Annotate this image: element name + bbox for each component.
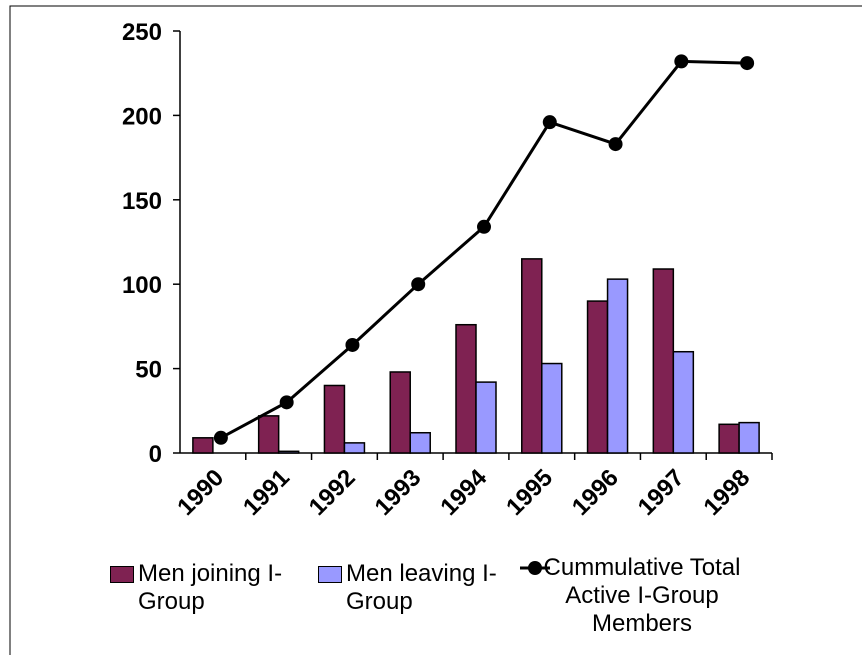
bar bbox=[738, 421, 760, 454]
legend-swatch bbox=[318, 566, 342, 583]
x-tick-label: 1991 bbox=[238, 464, 295, 521]
bar bbox=[277, 450, 300, 454]
y-tick-label: 50 bbox=[135, 357, 162, 384]
x-tick-label: 1997 bbox=[633, 464, 690, 521]
bar bbox=[389, 371, 411, 454]
bar bbox=[409, 431, 431, 454]
x-tick-label: 1994 bbox=[435, 464, 492, 521]
legend-item: Men joining I-Group bbox=[110, 560, 300, 616]
bar bbox=[323, 384, 346, 454]
bar bbox=[192, 437, 214, 454]
frame bbox=[9, 5, 862, 655]
bar bbox=[586, 300, 609, 454]
x-tick-label: 1990 bbox=[172, 464, 229, 521]
y-tick-label: 0 bbox=[149, 441, 162, 468]
point bbox=[345, 337, 360, 352]
bar bbox=[343, 442, 366, 454]
point bbox=[608, 137, 623, 152]
bar bbox=[521, 258, 543, 454]
legend-label: Cummulative Total Active I-Group Members bbox=[543, 554, 741, 637]
legend-swatch bbox=[110, 566, 134, 583]
bar bbox=[652, 268, 675, 454]
bar bbox=[257, 415, 280, 454]
x-tick-label: 1996 bbox=[567, 464, 624, 521]
bar bbox=[455, 323, 477, 454]
legend-label: Men joining I-Group bbox=[138, 560, 283, 615]
point bbox=[411, 277, 426, 292]
bar bbox=[606, 278, 629, 454]
bar bbox=[541, 362, 563, 454]
legend-item: Cummulative Total Active I-Group Members bbox=[520, 554, 760, 638]
y-tick-label: 200 bbox=[122, 103, 162, 130]
point bbox=[213, 430, 228, 445]
x-tick-label: 1992 bbox=[304, 464, 361, 521]
point bbox=[740, 56, 755, 71]
point bbox=[542, 115, 557, 130]
y-tick-label: 150 bbox=[122, 188, 162, 215]
y-tick-label: 100 bbox=[122, 272, 162, 299]
point bbox=[279, 395, 294, 410]
x-tick-label: 1998 bbox=[699, 464, 756, 521]
bar bbox=[672, 350, 695, 454]
y-tick-label: 250 bbox=[122, 19, 162, 46]
bar bbox=[718, 423, 740, 454]
bar bbox=[475, 381, 497, 454]
point bbox=[477, 219, 491, 234]
legend-label: Men leaving I-Group bbox=[346, 560, 497, 615]
x-tick-label: 1993 bbox=[370, 464, 427, 521]
legend-swatch bbox=[520, 561, 550, 575]
x-tick-label: 1995 bbox=[501, 464, 558, 521]
point bbox=[674, 54, 689, 69]
legend-item: Men leaving I-Group bbox=[318, 560, 518, 616]
